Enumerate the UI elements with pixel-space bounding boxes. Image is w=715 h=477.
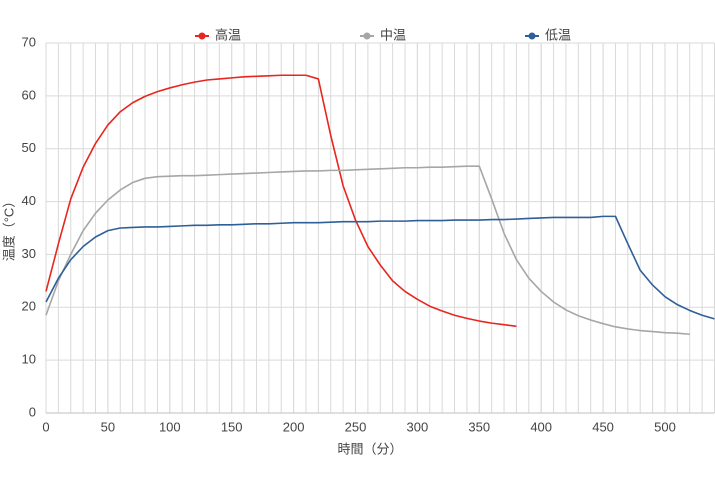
y-tick-label: 10 <box>22 352 36 367</box>
x-tick-label: 250 <box>345 419 367 434</box>
x-tick-label: 500 <box>654 419 676 434</box>
x-tick-label: 300 <box>407 419 429 434</box>
x-tick-label: 350 <box>468 419 490 434</box>
x-axis-label: 時間（分） <box>337 441 402 456</box>
y-tick-label: 50 <box>22 140 36 155</box>
x-tick-label: 200 <box>283 419 305 434</box>
legend-swatch <box>198 32 206 40</box>
series-line <box>45 165 690 336</box>
x-tick-label: 100 <box>159 419 181 434</box>
y-tick-label: 70 <box>22 34 36 49</box>
y-tick-label: 0 <box>29 404 36 419</box>
x-tick-label: 400 <box>530 419 552 434</box>
x-tick-label: 150 <box>221 419 243 434</box>
legend-label: 中温 <box>380 27 406 42</box>
y-axis-label: 温度（°C） <box>1 195 16 262</box>
x-tick-label: 50 <box>101 419 115 434</box>
legend-swatch <box>528 32 536 40</box>
legend-label: 低温 <box>545 27 571 42</box>
x-tick-label: 450 <box>592 419 614 434</box>
legend-label: 高温 <box>215 27 241 42</box>
y-tick-label: 20 <box>22 299 36 314</box>
legend-swatch <box>363 32 371 40</box>
series-line <box>45 74 517 328</box>
y-tick-label: 40 <box>22 193 36 208</box>
y-tick-label: 60 <box>22 87 36 102</box>
series-line <box>45 215 715 320</box>
x-tick-label: 0 <box>42 419 49 434</box>
y-tick-label: 30 <box>22 246 36 261</box>
